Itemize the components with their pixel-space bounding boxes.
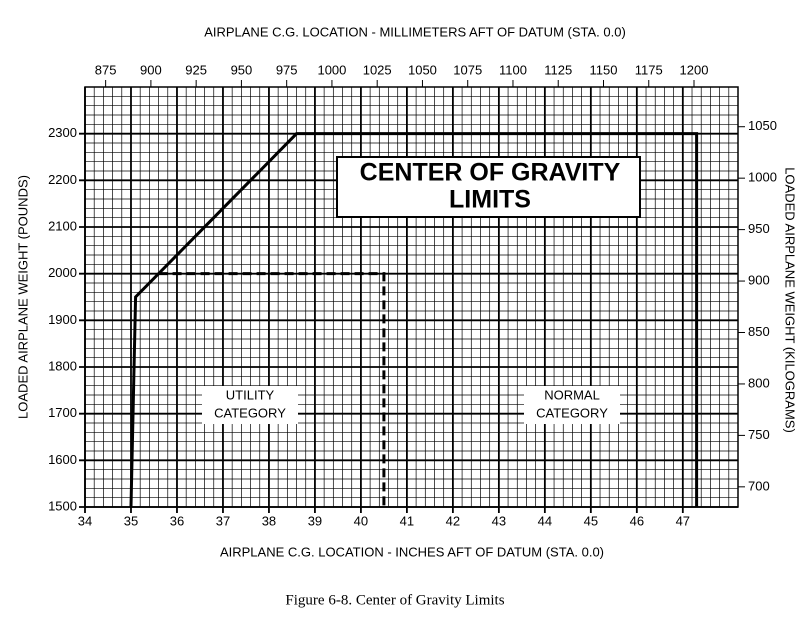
x2-tick-label: 1100 xyxy=(499,62,527,77)
x-tick-label: 41 xyxy=(400,513,414,528)
x-tick-label: 47 xyxy=(676,513,690,528)
annotation-bg xyxy=(524,386,620,424)
y-tick-label: 1900 xyxy=(48,312,77,327)
y2-tick-label: 1050 xyxy=(748,118,777,133)
plot-frame xyxy=(84,86,739,508)
x-tick-label: 44 xyxy=(538,513,552,528)
heading-box xyxy=(336,156,641,218)
annotation-text: NORMAL xyxy=(544,387,600,402)
y-tick-label: 1600 xyxy=(48,452,77,467)
y2-axis-label: LOADED AIRPLANE WEIGHT (KILOGRAMS) xyxy=(783,167,798,433)
x2-tick-label: 1125 xyxy=(544,62,572,77)
y-tick-label: 1800 xyxy=(48,358,77,373)
y-tick-label: 2300 xyxy=(48,125,77,140)
y2-tick-label: 900 xyxy=(748,272,770,287)
x2-tick-label: 1075 xyxy=(453,62,482,77)
y-tick-label: 2000 xyxy=(48,265,77,280)
x-tick-label: 38 xyxy=(262,513,276,528)
y2-tick-label: 850 xyxy=(748,324,770,339)
x-axis-label: AIRPLANE C.G. LOCATION - INCHES AFT OF D… xyxy=(220,544,604,559)
x2-tick-label: 1200 xyxy=(680,62,709,77)
x2-tick-label: 925 xyxy=(185,62,207,77)
y-tick-label: 2100 xyxy=(48,218,77,233)
y2-tick-label: 800 xyxy=(748,375,770,390)
x-tick-label: 34 xyxy=(78,513,92,528)
envelope-line xyxy=(129,132,699,508)
x-tick-label: 39 xyxy=(308,513,322,528)
x2-tick-label: 900 xyxy=(140,62,162,77)
caption: Figure 6-8. Center of Gravity Limits xyxy=(285,592,504,608)
x2-tick-label: 975 xyxy=(276,62,298,77)
y-axis-label: LOADED AIRPLANE WEIGHT (POUNDS) xyxy=(15,175,30,419)
y-tick-label: 1500 xyxy=(48,498,77,513)
annotation-bg xyxy=(202,386,298,424)
x2-tick-label: 1150 xyxy=(590,62,618,77)
x-tick-label: 45 xyxy=(584,513,598,528)
annotation-text: CATEGORY xyxy=(214,405,286,420)
x-tick-label: 43 xyxy=(492,513,506,528)
x-tick-label: 36 xyxy=(170,513,184,528)
heading-text: CENTER OF GRAVITY xyxy=(360,159,621,187)
y2-tick-label: 750 xyxy=(748,427,770,442)
y2-tick-label: 700 xyxy=(748,478,770,493)
x-tick-label: 46 xyxy=(630,513,644,528)
x2-tick-label: 950 xyxy=(231,62,253,77)
x-tick-label: 35 xyxy=(124,513,138,528)
x-tick-label: 42 xyxy=(446,513,460,528)
y2-tick-label: 1000 xyxy=(748,170,777,185)
annotation-text: UTILITY xyxy=(226,387,275,402)
y2-tick-label: 950 xyxy=(748,221,770,236)
envelope-line xyxy=(158,272,386,507)
y-tick-label: 2200 xyxy=(48,172,77,187)
x2-tick-label: 1050 xyxy=(408,62,437,77)
x2-tick-label: 1175 xyxy=(635,62,663,77)
annotation-text: CATEGORY xyxy=(536,405,608,420)
y-tick-label: 1700 xyxy=(48,405,77,420)
x2-tick-label: 1000 xyxy=(317,62,346,77)
x-tick-label: 37 xyxy=(216,513,230,528)
heading-text: LIMITS xyxy=(449,186,531,214)
x2-tick-label: 1025 xyxy=(363,62,392,77)
x2-tick-label: 875 xyxy=(95,62,117,77)
x-tick-label: 40 xyxy=(354,513,368,528)
x2-axis-label: AIRPLANE C.G. LOCATION - MILLIMETERS AFT… xyxy=(204,24,626,39)
